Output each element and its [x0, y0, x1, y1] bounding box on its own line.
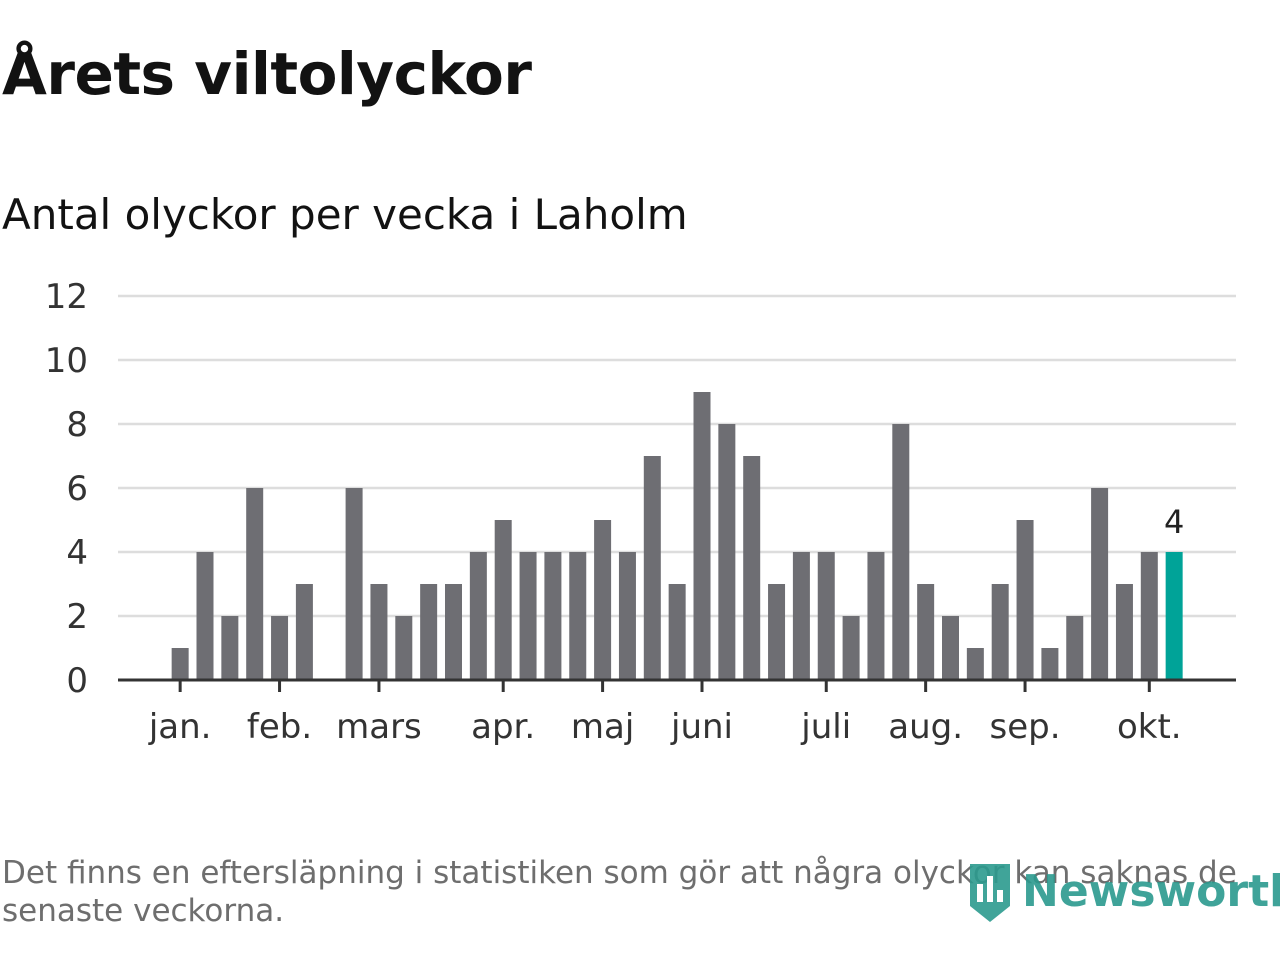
page-title: Årets viltolyckor	[2, 40, 532, 108]
bar	[420, 584, 438, 680]
bar	[345, 488, 363, 680]
bar	[817, 552, 835, 680]
y-tick-label: 12	[45, 277, 88, 317]
y-tick-label: 6	[66, 469, 88, 509]
bar	[246, 488, 264, 680]
bar	[693, 392, 711, 680]
bar	[892, 424, 910, 680]
y-tick-label: 4	[66, 533, 88, 573]
bar	[494, 520, 512, 680]
bar-latest-week	[1165, 552, 1183, 680]
bar	[370, 584, 388, 680]
newsworthy-logo-icon	[970, 864, 1010, 922]
x-tick-label: apr.	[471, 707, 535, 747]
bar	[618, 552, 636, 680]
bar	[668, 584, 686, 680]
x-tick-label: juni	[670, 707, 733, 747]
bar	[768, 584, 786, 680]
bar	[867, 552, 885, 680]
bar	[1140, 552, 1158, 680]
brand-name: Newsworthy	[1022, 865, 1280, 917]
y-tick-label: 10	[45, 341, 88, 381]
y-tick-label: 0	[66, 661, 88, 701]
x-tick-label: aug.	[888, 707, 963, 747]
weekly-accidents-bar-chart: 0 2 4 6 8 10 12 jan. feb. mars apr. maj juni juli aug…	[45, 277, 1236, 747]
data-labels: 4	[1164, 503, 1184, 541]
x-tick-label: mars	[336, 707, 422, 747]
bar	[942, 616, 959, 680]
footnote: Det finns en eftersläpning i statistiken…	[2, 855, 1237, 929]
x-tick-label: maj	[571, 707, 634, 747]
bar	[743, 456, 761, 680]
gridlines	[118, 294, 1236, 618]
bar	[1115, 584, 1133, 680]
y-axis-tick-labels: 0 2 4 6 8 10 12	[45, 277, 88, 701]
bar	[519, 552, 537, 680]
bar	[271, 616, 289, 680]
x-tick-label: jan.	[148, 707, 212, 747]
bar	[445, 584, 462, 680]
bar	[792, 552, 810, 680]
bar	[1066, 616, 1084, 680]
bars	[171, 392, 1183, 680]
bar	[1091, 488, 1109, 680]
x-tick-label: juli	[800, 707, 851, 747]
bar	[917, 584, 935, 680]
bar	[718, 424, 736, 680]
latest-value-label: 4	[1164, 503, 1184, 541]
bar	[1041, 648, 1059, 680]
bar	[643, 456, 661, 680]
bar	[991, 584, 1009, 680]
bar	[966, 648, 984, 680]
bar	[469, 552, 487, 680]
bar	[295, 584, 313, 680]
x-tick-label: feb.	[247, 707, 312, 747]
bar	[1016, 520, 1034, 680]
bar	[395, 616, 413, 680]
bar	[594, 520, 612, 680]
y-tick-label: 2	[66, 597, 88, 637]
bar	[842, 616, 860, 680]
bar	[569, 552, 587, 680]
x-tick-label: okt.	[1117, 707, 1182, 747]
bar	[544, 552, 562, 680]
brand-logo: Newsworthy	[964, 856, 1280, 926]
x-axis-ticks: jan. feb. mars apr. maj juni juli aug. sep. okt.	[148, 680, 1182, 747]
y-tick-label: 8	[66, 405, 88, 445]
x-tick-label: sep.	[990, 707, 1061, 747]
bar	[171, 648, 189, 680]
chart-subtitle: Antal olyckor per vecka i Laholm	[2, 190, 688, 239]
bar	[221, 616, 239, 680]
bar	[196, 552, 214, 680]
